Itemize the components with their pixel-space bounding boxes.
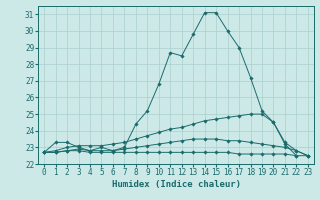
X-axis label: Humidex (Indice chaleur): Humidex (Indice chaleur)	[111, 180, 241, 189]
